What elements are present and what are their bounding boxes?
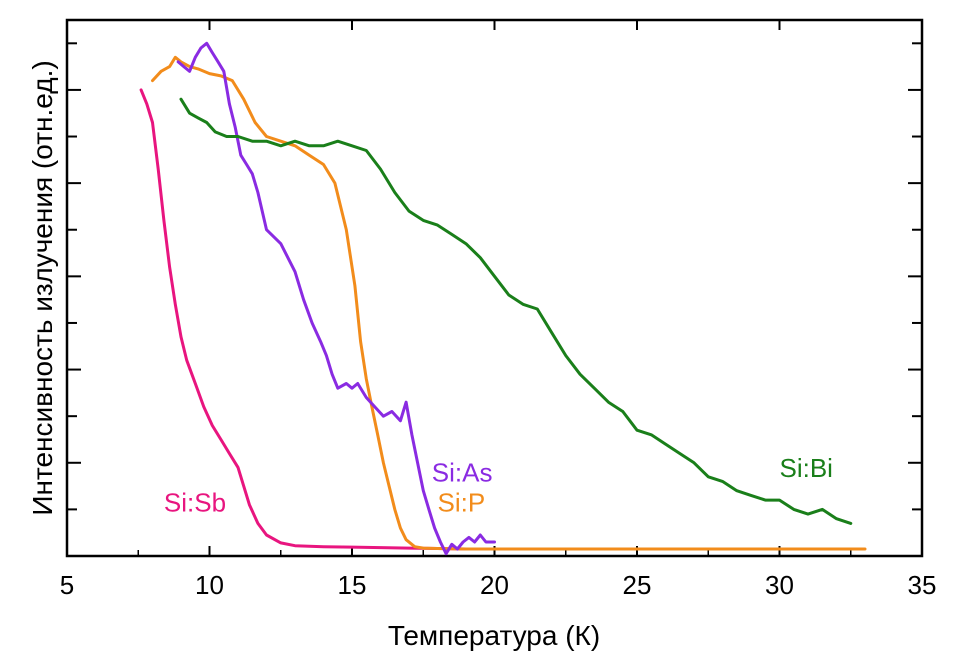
series-layer xyxy=(139,41,867,556)
y-axis-title: Интенсивность излучения (отн.ед.) xyxy=(27,60,58,515)
x-tick-label: 25 xyxy=(623,570,652,600)
series-line-si-as xyxy=(176,41,496,556)
series-line-si-sb xyxy=(139,88,496,551)
x-tick-label: 5 xyxy=(60,570,74,600)
y-axis xyxy=(67,42,922,511)
x-tick-label: 35 xyxy=(908,570,937,600)
series-label: Si:As xyxy=(432,457,493,487)
x-axis: 5 10 15 20 25 30 35 xyxy=(60,20,937,600)
series-line-si-bi xyxy=(179,97,853,525)
series-labels: Si:Sb Si:PSi:As Si:Bi xyxy=(164,453,833,518)
series-label: Si:P xyxy=(438,488,486,518)
x-tick-label: 30 xyxy=(765,570,794,600)
x-axis-title: Температура (К) xyxy=(388,620,600,651)
x-tick-label: 15 xyxy=(338,570,367,600)
series-line-si-p xyxy=(151,55,867,551)
series-label: Si:Sb xyxy=(164,488,226,518)
series-label: Si:Bi xyxy=(780,453,833,483)
x-tick-label: 10 xyxy=(195,570,224,600)
x-tick-label: 20 xyxy=(480,570,509,600)
